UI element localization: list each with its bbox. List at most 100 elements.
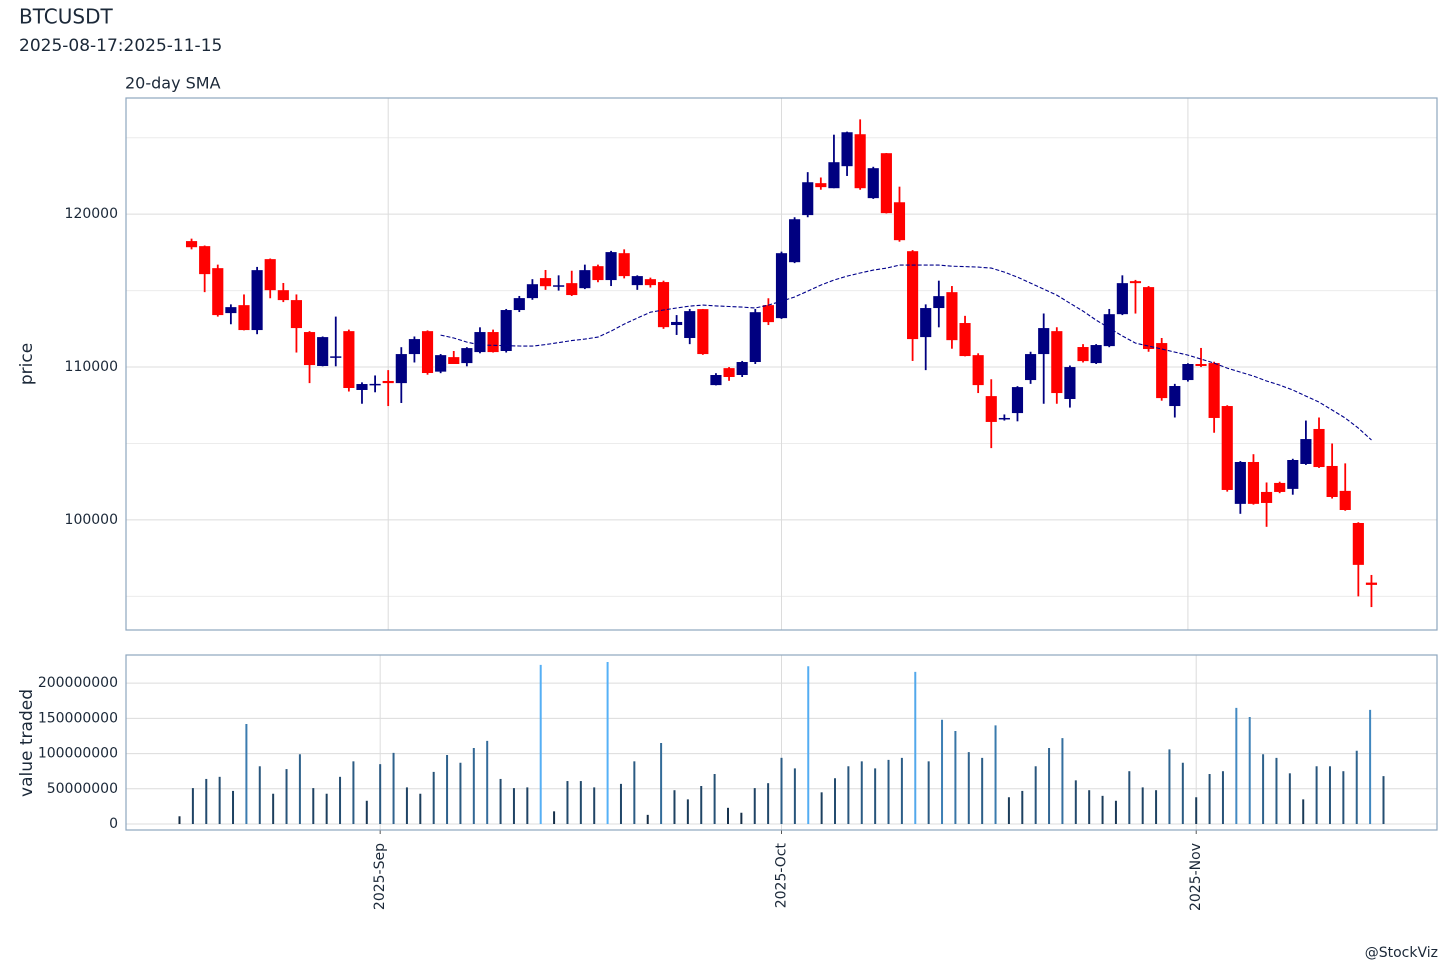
x-tick-label: 2025-Oct xyxy=(774,842,790,908)
candle-body xyxy=(1182,364,1194,381)
candle-body xyxy=(185,241,198,248)
candle-body xyxy=(330,356,342,358)
candle-body xyxy=(1051,331,1063,394)
candle-body xyxy=(1208,363,1220,418)
candle-body xyxy=(972,355,984,386)
candle-body xyxy=(671,321,683,326)
candle-body xyxy=(1339,490,1351,510)
candle-body xyxy=(710,375,722,386)
y-tick-label: 200000000 xyxy=(38,675,118,691)
candle-body xyxy=(1313,428,1325,468)
candle-body xyxy=(435,355,447,372)
candle-body xyxy=(789,219,801,263)
candle-body xyxy=(199,246,211,275)
subtitle: 2025-08-17:2025-11-15 xyxy=(19,36,222,56)
candle-body xyxy=(605,252,617,281)
candle-body xyxy=(684,311,696,339)
candle-body xyxy=(985,396,997,422)
candle-body xyxy=(225,307,237,314)
candle-body xyxy=(893,202,906,241)
candle-body xyxy=(513,298,525,311)
candle-body xyxy=(264,259,276,291)
candle-body xyxy=(1365,582,1378,585)
candle-body xyxy=(1247,461,1260,504)
candle-body xyxy=(317,337,329,366)
caption: @StockViz xyxy=(1365,945,1438,961)
candle-body xyxy=(579,270,591,289)
y-tick-label: 100000 xyxy=(65,512,118,528)
candle-body xyxy=(1234,461,1246,504)
candle-body xyxy=(421,331,434,374)
candle-body xyxy=(775,253,788,319)
candle-body xyxy=(749,312,761,363)
panel-title: 20-day SMA xyxy=(125,74,221,93)
y-tick-label: 0 xyxy=(109,816,118,832)
candle-body xyxy=(1156,343,1168,399)
candle-body xyxy=(946,292,958,341)
candle-body xyxy=(290,300,303,329)
y-tick-label: 50000000 xyxy=(47,781,118,797)
candle-body xyxy=(566,283,578,296)
candle-body xyxy=(1143,287,1155,350)
candle-body xyxy=(1287,460,1299,489)
candle-body xyxy=(277,290,289,301)
candle-body xyxy=(526,284,538,299)
candle-body xyxy=(1326,465,1338,497)
candle-body xyxy=(592,266,604,281)
y-tick-label: 110000 xyxy=(65,359,118,375)
candle-body xyxy=(1011,387,1024,414)
candle-body xyxy=(1129,281,1142,284)
candle-body xyxy=(644,279,656,286)
candle-body xyxy=(933,296,945,309)
title: BTCUSDT xyxy=(19,5,113,29)
candle-body xyxy=(343,331,355,389)
candle-body xyxy=(448,357,460,364)
y-axis-label: value traded xyxy=(17,689,37,797)
candle-body xyxy=(697,309,709,355)
candle-body xyxy=(867,168,879,199)
candle-body xyxy=(1116,283,1128,315)
candle-body xyxy=(303,332,316,366)
candle-body xyxy=(631,276,643,286)
candle-body xyxy=(828,162,840,189)
candle-body xyxy=(408,339,420,355)
x-tick-label: 2025-Nov xyxy=(1188,843,1204,911)
candle-body xyxy=(395,354,407,384)
panel-border xyxy=(125,97,1438,631)
candle-body xyxy=(802,182,814,216)
candle-body xyxy=(461,348,473,364)
candle-body xyxy=(907,251,919,340)
candle-body xyxy=(1103,314,1115,347)
candle-body xyxy=(959,323,971,357)
y-tick-label: 100000000 xyxy=(38,746,118,762)
candle-body xyxy=(1260,491,1273,503)
candle-body xyxy=(723,368,735,377)
candle-body xyxy=(998,417,1010,420)
y-axis-label: price xyxy=(17,343,37,385)
candle-body xyxy=(1352,522,1364,565)
candle-body xyxy=(500,310,512,352)
candle-body xyxy=(815,183,827,188)
candle-body xyxy=(841,132,853,167)
candle-body xyxy=(920,308,932,338)
y-tick-label: 150000000 xyxy=(38,710,118,726)
candle-body xyxy=(880,153,892,214)
candle-body xyxy=(1221,406,1233,490)
candle-body xyxy=(854,134,866,189)
candle-body xyxy=(369,383,381,386)
panel-border xyxy=(125,654,1438,831)
candle-body xyxy=(762,305,774,323)
candle-body xyxy=(657,282,670,328)
candle-body xyxy=(238,305,250,331)
candle-body xyxy=(474,332,486,353)
candle-body xyxy=(212,268,224,316)
candle-body xyxy=(356,384,368,390)
candle-body xyxy=(1195,364,1207,366)
candle-body xyxy=(1025,354,1037,381)
candle-body xyxy=(487,332,499,353)
candle-body xyxy=(553,285,565,287)
candle-body xyxy=(1090,345,1102,364)
candle-body xyxy=(1274,482,1286,492)
